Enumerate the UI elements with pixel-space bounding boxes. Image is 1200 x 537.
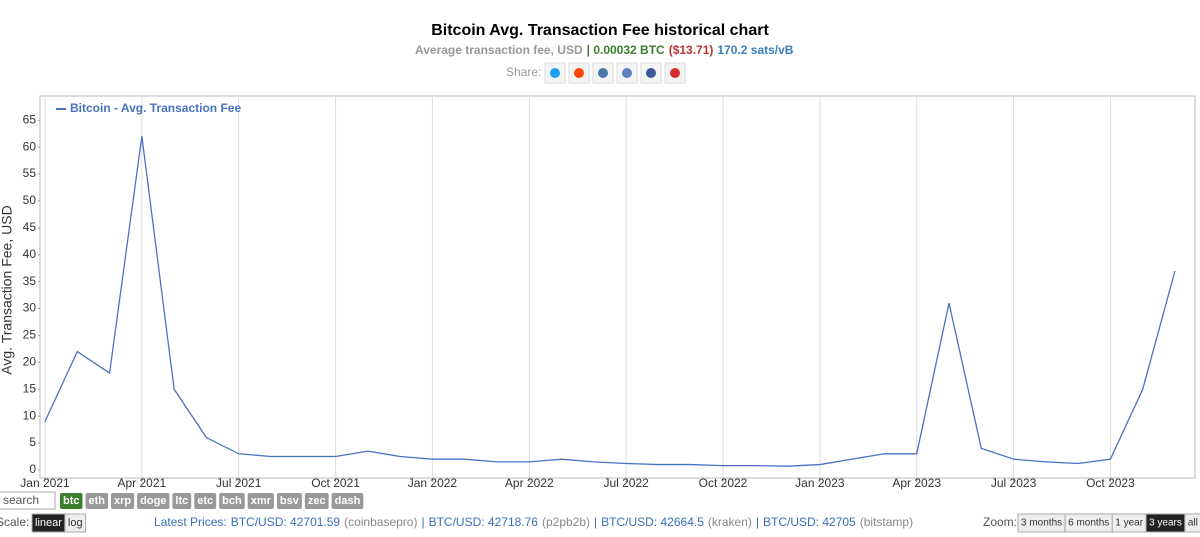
price-source: (bitstamp) <box>860 515 913 529</box>
coin-button[interactable] <box>331 493 364 509</box>
zoom-option: 3 months <box>1021 518 1062 529</box>
share-label: Share: <box>506 65 541 79</box>
coin-button[interactable] <box>304 493 329 509</box>
coin-button[interactable] <box>219 493 245 509</box>
price: BTC/USD: 42701.59 <box>231 515 341 529</box>
coin-label: xrp <box>114 495 131 507</box>
coin-label: btc <box>63 495 80 507</box>
y-tick-label: 40 <box>23 247 37 261</box>
price: BTC/USD: 42705 <box>763 515 856 529</box>
zoom-option: 3 years <box>1149 518 1182 529</box>
coin-button[interactable] <box>60 493 83 509</box>
zoom-option: 6 months <box>1068 518 1109 529</box>
coin-label: eth <box>89 495 106 507</box>
coin-label: etc <box>197 495 213 507</box>
y-tick-label: 35 <box>23 274 37 288</box>
coin-button[interactable] <box>85 493 109 509</box>
subtitle-part: Average transaction fee, USD <box>415 43 583 57</box>
coin-label: zec <box>308 495 326 507</box>
coin-label: bsv <box>280 495 300 507</box>
series-line <box>44 136 1176 467</box>
y-tick-label: 45 <box>23 220 37 234</box>
y-tick-label: 0 <box>29 462 36 476</box>
separator: | <box>594 515 597 529</box>
price-source: (kraken) <box>708 515 752 529</box>
coin-button[interactable] <box>172 493 192 509</box>
zoom-option: all time <box>1188 518 1200 529</box>
x-tick-label: Jul 2021 <box>216 476 262 490</box>
x-tick-label: Jan 2023 <box>795 476 845 490</box>
coin-button[interactable] <box>276 493 302 509</box>
share-icon <box>646 68 656 78</box>
zoom-option: 1 year <box>1115 518 1143 529</box>
x-tick-label: Jul 2022 <box>603 476 649 490</box>
coin-label: doge <box>140 495 166 507</box>
plot-frame <box>39 95 1196 479</box>
scale-label: Scale: <box>0 515 29 529</box>
share-icon <box>550 68 560 78</box>
price-source: (p2pb2b) <box>542 515 590 529</box>
scale-option: linear <box>35 517 62 529</box>
x-tick-label: Jul 2023 <box>991 476 1037 490</box>
search-placeholder: search <box>3 493 39 507</box>
x-tick-label: Oct 2022 <box>699 476 748 490</box>
separator: | <box>756 515 759 529</box>
price: BTC/USD: 42718.76 <box>429 515 539 529</box>
y-tick-label: 15 <box>23 381 37 395</box>
y-axis-label: Avg. Transaction Fee, USD <box>0 205 15 374</box>
zoom-button[interactable] <box>1184 513 1200 533</box>
coin-button[interactable] <box>247 493 274 509</box>
share-icon <box>598 68 608 78</box>
coin-label: dash <box>335 495 361 507</box>
coin-button[interactable] <box>194 493 217 509</box>
price: BTC/USD: 42664.5 <box>601 515 704 529</box>
price-source: (coinbasepro) <box>344 515 417 529</box>
search-box[interactable] <box>0 491 56 510</box>
y-tick-label: 55 <box>23 166 37 180</box>
y-tick-label: 5 <box>29 435 36 449</box>
x-tick-label: Jan 2021 <box>20 476 70 490</box>
x-tick-label: Apr 2023 <box>892 476 941 490</box>
coin-label: xmr <box>251 495 272 507</box>
y-tick-label: 20 <box>23 354 37 368</box>
subtitle-part: ($13.71) <box>669 43 714 57</box>
subtitle-part: | 0.00032 BTC <box>587 43 665 57</box>
prices-label: Latest Prices: <box>154 515 227 529</box>
y-tick-label: 50 <box>23 193 37 207</box>
x-tick-label: Oct 2021 <box>311 476 360 490</box>
zoom-label: Zoom: <box>983 515 1017 529</box>
share-icon <box>622 68 632 78</box>
y-tick-label: 10 <box>23 408 37 422</box>
coin-label: bch <box>222 495 242 507</box>
x-tick-label: Apr 2021 <box>118 476 167 490</box>
x-tick-label: Oct 2023 <box>1086 476 1135 490</box>
subtitle-part: 170.2 sats/vB <box>717 43 793 57</box>
coin-button[interactable] <box>137 493 170 509</box>
scale-button[interactable] <box>64 513 87 533</box>
x-tick-label: Jan 2022 <box>408 476 458 490</box>
scale-option: log <box>68 517 83 529</box>
y-tick-label: 30 <box>23 301 37 315</box>
separator: | <box>421 515 424 529</box>
coin-button[interactable] <box>111 493 135 509</box>
share-icon <box>670 68 680 78</box>
y-tick-label: 60 <box>23 139 37 153</box>
y-tick-label: 25 <box>23 328 37 342</box>
y-tick-label: 65 <box>23 112 37 126</box>
share-icon <box>574 68 584 78</box>
coin-label: ltc <box>175 495 188 507</box>
legend-label: Bitcoin - Avg. Transaction Fee <box>70 101 241 115</box>
chart-title: Bitcoin Avg. Transaction Fee historical … <box>431 22 769 39</box>
x-tick-label: Apr 2022 <box>505 476 554 490</box>
